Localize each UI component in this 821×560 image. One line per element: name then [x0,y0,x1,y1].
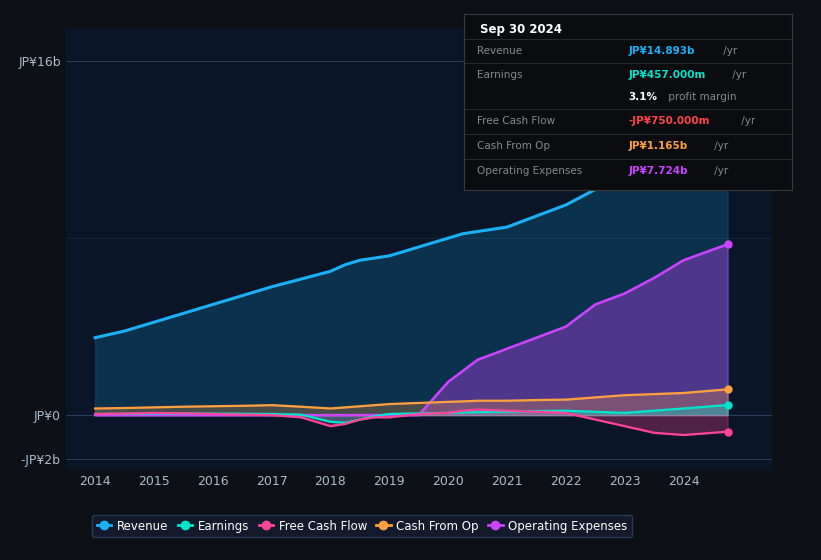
Text: JP¥457.000m: JP¥457.000m [628,71,705,81]
Text: JP¥7.724b: JP¥7.724b [628,166,688,176]
Text: Free Cash Flow: Free Cash Flow [477,116,555,127]
Text: Cash From Op: Cash From Op [477,141,550,151]
Text: Earnings: Earnings [477,71,522,81]
Text: /yr: /yr [720,46,737,56]
Text: Sep 30 2024: Sep 30 2024 [480,23,562,36]
Text: /yr: /yr [711,141,728,151]
Text: profit margin: profit margin [665,92,736,101]
Text: -JP¥750.000m: -JP¥750.000m [628,116,709,127]
Text: /yr: /yr [711,166,728,176]
Text: /yr: /yr [738,116,755,127]
Text: JP¥1.165b: JP¥1.165b [628,141,687,151]
Text: JP¥14.893b: JP¥14.893b [628,46,695,56]
Legend: Revenue, Earnings, Free Cash Flow, Cash From Op, Operating Expenses: Revenue, Earnings, Free Cash Flow, Cash … [92,515,632,538]
Text: /yr: /yr [729,71,746,81]
Text: 3.1%: 3.1% [628,92,657,101]
Text: Operating Expenses: Operating Expenses [477,166,582,176]
Text: Revenue: Revenue [477,46,522,56]
